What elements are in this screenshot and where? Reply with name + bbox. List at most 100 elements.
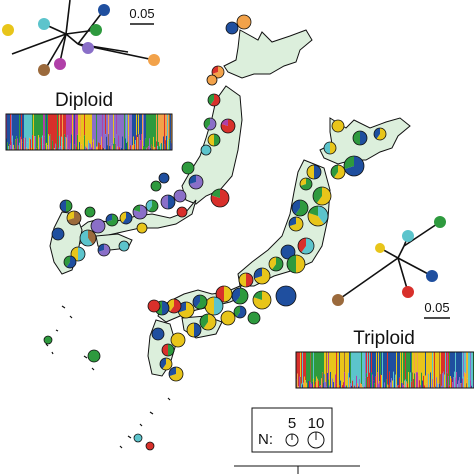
triploid-admixture-bar	[449, 352, 451, 386]
triploid-admixture-bar	[349, 377, 351, 388]
diploid-admixture-bar	[10, 145, 12, 150]
triploid-pie	[151, 327, 165, 341]
diploid-admixture-bar	[157, 114, 159, 146]
triploid-admixture-bar	[352, 352, 354, 381]
legend-size-10-label: 10	[308, 415, 325, 432]
triploid-admixture-bar	[369, 352, 371, 373]
triploid-admixture-bar	[379, 352, 381, 382]
triploid-admixture-bar	[367, 352, 369, 377]
diploid-admixture-bar	[105, 134, 107, 150]
triploid-admixture-bar	[405, 379, 407, 388]
diploid-admixture-bar	[98, 114, 100, 143]
triploid-admixture-bar	[316, 352, 318, 377]
triploid-admixture-bar	[426, 383, 428, 388]
triploid-admixture-bar	[418, 375, 420, 388]
triploid-admixture-bar	[385, 352, 387, 383]
diploid-admixture-bar	[96, 146, 98, 150]
diploid-admixture-bar	[168, 140, 170, 150]
diploid-admixture-bar	[121, 114, 123, 148]
diploid-admixture-bar	[28, 114, 30, 150]
triploid-admixture-bar	[299, 352, 301, 377]
diploid-admixture-bar	[50, 114, 52, 135]
diploid-admixture-bar	[56, 145, 58, 150]
diploid-admixture-bar	[77, 114, 79, 135]
triploid-pie	[220, 310, 236, 326]
triploid-admixture-bar	[458, 352, 460, 381]
diploid-admixture-bar	[155, 114, 157, 148]
triploid-admixture-bar	[466, 352, 468, 384]
diploid-admixture-bar	[117, 146, 119, 150]
triploid-admixture-bar	[430, 372, 432, 388]
diploid-tip-magenta	[54, 58, 66, 70]
triploid-admixture-bar	[382, 352, 384, 388]
triploid-pie	[323, 141, 337, 155]
triploid-admixture-bar	[359, 352, 361, 379]
diploid-admixture-bar	[8, 146, 10, 150]
diploid-admixture-bar	[130, 114, 132, 146]
triploid-admixture-bar	[421, 372, 423, 388]
diploid-admixture-bar	[43, 114, 45, 145]
triploid-pie	[331, 119, 345, 133]
triploid-admixture-bar	[389, 371, 391, 388]
triploid-admixture-bar	[422, 352, 424, 381]
diploid-admixture-bar	[66, 137, 68, 150]
diploid-pie	[225, 21, 239, 35]
triploid-admixture-bar	[442, 373, 444, 388]
diploid-admixture-bar	[152, 114, 154, 147]
triploid-admixture-bar	[334, 352, 336, 388]
diploid-admixture-bar	[86, 114, 88, 148]
diploid-admixture-bar	[11, 141, 13, 150]
diploid-admixture-bar	[118, 135, 120, 150]
diploid-admixture-bar	[137, 137, 139, 150]
triploid-admixture-bar	[425, 375, 427, 388]
triploid-admixture-bar	[303, 352, 305, 383]
triploid-admixture-bar	[363, 382, 365, 388]
diploid-pie	[173, 189, 187, 203]
diploid-admixture-bar	[147, 147, 149, 150]
triploid-admixture-bar	[356, 352, 358, 376]
diploid-admixture-bar	[112, 114, 114, 146]
triploid-admixture-bar	[342, 352, 344, 386]
diploid-pie	[119, 211, 133, 225]
diploid-admixture-bar	[40, 114, 42, 145]
triploid-admixture-bar	[376, 375, 378, 388]
diploid-admixture-bar	[97, 114, 99, 147]
diploid-admixture-bar	[129, 114, 131, 147]
triploid-admixture-bar	[300, 376, 302, 388]
diploid-admixture-bar	[20, 114, 22, 137]
diploid-admixture-bar	[11, 114, 13, 142]
diploid-admixture-bar	[39, 137, 41, 150]
diploid-admixture-bar	[106, 114, 108, 137]
diploid-admixture-bar	[61, 114, 63, 137]
triploid-pie	[247, 311, 261, 325]
diploid-tip-yellow	[2, 24, 14, 36]
diploid-admixture-bar	[58, 147, 60, 150]
diploid-admixture-bar	[58, 114, 60, 148]
diploid-admixture-bar	[133, 114, 135, 137]
triploid-admixture-bar	[384, 382, 386, 388]
triploid-admixture-bar	[350, 383, 352, 388]
diploid-pie	[206, 74, 218, 86]
triploid-admixture-bar	[298, 352, 300, 387]
diploid-admixture-bar	[94, 114, 96, 149]
triploid-admixture-bar	[336, 383, 338, 388]
diploid-admixture-bar	[78, 114, 80, 150]
diploid-tip-orange	[148, 54, 160, 66]
diploid-admixture-bar	[108, 114, 110, 135]
triploid-admixture-bar	[371, 352, 373, 373]
triploid-admixture-bar	[365, 352, 367, 378]
diploid-admixture-bar	[127, 141, 129, 150]
triploid-admixture-bar	[362, 386, 364, 388]
triploid-admixture-bar	[369, 372, 371, 388]
triploid-admixture-bar	[464, 352, 466, 373]
triploid-pie	[330, 164, 346, 180]
triploid-admixture-bar	[422, 380, 424, 388]
diploid-admixture-bar	[150, 114, 152, 148]
diploid-pie	[210, 188, 230, 208]
diploid-pie	[59, 199, 73, 213]
triploid-admixture-bar	[455, 352, 457, 378]
triploid-admixture-bar	[397, 385, 399, 388]
triploid-admixture-bar	[311, 352, 313, 384]
triploid-admixture-bar	[378, 383, 380, 388]
diploid-admixture-bar	[39, 114, 41, 138]
